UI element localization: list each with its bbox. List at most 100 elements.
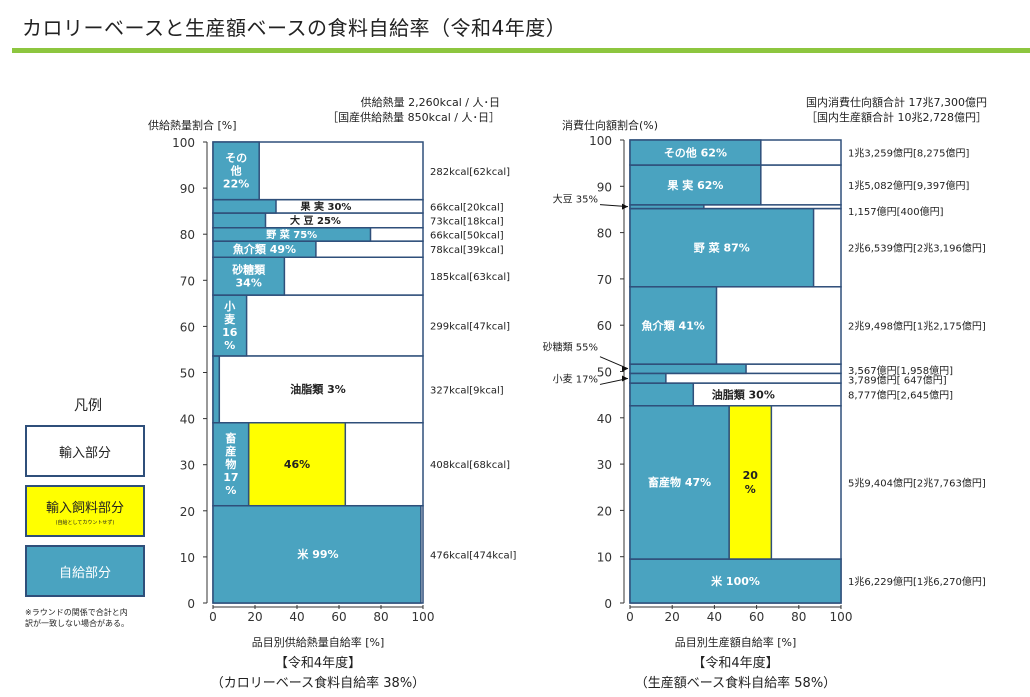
chart1-x-tick-label: 20 bbox=[247, 610, 262, 624]
legend-title: 凡例 bbox=[74, 398, 102, 414]
legend-feed-label: 輸入飼料部分 bbox=[45, 500, 124, 516]
chart2-bar-0-self bbox=[629, 558, 842, 604]
chart1-x-axis-label: 品目別供給熱量自給率 [%] bbox=[252, 635, 385, 649]
chart1-bar-9-label: その他 22% bbox=[223, 152, 249, 191]
chart1-y-tick-label: 100 bbox=[172, 136, 195, 150]
chart1-x-tick-label: 100 bbox=[412, 610, 435, 624]
chart1-bar-1-value: 408kcal[68kcal] bbox=[430, 460, 510, 471]
chart2-y-tick-label: 90 bbox=[597, 180, 612, 194]
chart2-header-domestic: ［国内生産額合計 10兆2,728億円］ bbox=[806, 110, 987, 124]
chart1-bar-4-value: 185kcal[63kcal] bbox=[430, 272, 510, 283]
legend-import: 輸入部分 bbox=[25, 425, 145, 477]
chart1-bar-6-value: 66kcal[50kcal] bbox=[430, 230, 504, 241]
chart2-bar-4-value: 3,567億円[1,958億円] bbox=[848, 364, 953, 377]
chart1-x-tick-label: 40 bbox=[289, 610, 304, 624]
chart2-x-tick-label: 60 bbox=[749, 610, 764, 624]
chart1-bar-4-self bbox=[212, 256, 286, 296]
chart1-bar-8-label: 果 実 30% bbox=[300, 200, 352, 213]
chart2-x-tick-label: 20 bbox=[665, 610, 680, 624]
chart2-bar-8-label: 果 実 62% bbox=[666, 178, 723, 192]
chart1-y-tick-label: 40 bbox=[180, 413, 195, 427]
chart2-callout-1: 砂糖類 55% bbox=[543, 341, 598, 354]
chart2-y-tick-label: 20 bbox=[597, 504, 612, 518]
chart2-header-total: 国内消費仕向額合計 17兆7,300億円 bbox=[806, 95, 987, 109]
chart1-bar-9-value: 282kcal[62kcal] bbox=[430, 167, 510, 178]
chart2-bar-9-label: その他 62% bbox=[664, 145, 727, 159]
chart2-bar-1-label: 畜産物 47% bbox=[648, 475, 711, 489]
chart2-bar-2-value: 8,777億円[2,645億円] bbox=[848, 388, 953, 401]
chart2-bar-5-label: 魚介類 41% bbox=[642, 318, 705, 332]
chart1-y-tick-label: 50 bbox=[180, 367, 195, 381]
chart1-bar-7-value: 73kcal[18kcal] bbox=[430, 216, 504, 227]
chart2-x-tick-label: 40 bbox=[707, 610, 722, 624]
chart2-bar-3-self bbox=[629, 372, 667, 384]
chart1-footer-rate: （カロリーベース食料自給率 38%） bbox=[211, 675, 425, 691]
chart1-y-tick-label: 30 bbox=[180, 459, 195, 473]
chart1-bar-5-value: 78kcal[39kcal] bbox=[430, 245, 504, 256]
chart1-bar-8-self bbox=[212, 198, 277, 214]
chart2-bar-2-label: 油脂類 30% bbox=[712, 387, 775, 401]
chart2-bar-4-self bbox=[629, 363, 747, 375]
chart1-y-tick-label: 70 bbox=[180, 274, 195, 288]
chart2-footer-year: 【令和4年度】 bbox=[692, 655, 778, 671]
chart2-bar-3-value: 3,789億円[ 647億円] bbox=[848, 373, 947, 386]
chart1-bar-2-import bbox=[212, 355, 424, 424]
chart2-y-tick-label: 100 bbox=[589, 134, 612, 148]
legend: 凡例 輸入部分 輸入飼料部分 (自給としてカウントせず) 自給部分 ※ラウンドの… bbox=[25, 395, 151, 629]
chart2-callout-arrow-1 bbox=[622, 365, 628, 372]
chart1-bar-7-self bbox=[212, 212, 267, 229]
title-divider bbox=[12, 48, 1030, 53]
chart1-y-axis-label: 供給熱量割合 [%] bbox=[148, 118, 237, 132]
legend-feed-sub: (自給としてカウントせず) bbox=[55, 519, 115, 526]
chart1-bar-7-label: 大 豆 25% bbox=[290, 214, 341, 227]
chart2-callout-2: 小麦 17% bbox=[553, 373, 598, 385]
legend-self: 自給部分 bbox=[25, 545, 145, 597]
chart2-bar-2-self bbox=[629, 382, 695, 407]
page-title: カロリーベースと生産額ベースの食料自給率（令和4年度） bbox=[22, 16, 567, 40]
chart2-bar-6-self bbox=[629, 207, 815, 288]
chart1-y-tick-label: 10 bbox=[180, 551, 195, 565]
chart1-bar-3-label: 小麦 16% bbox=[222, 299, 238, 352]
chart1-bar-0-label: 米 99% bbox=[296, 547, 338, 561]
chart2-x-axis-label: 品目別生産額自給率 [%] bbox=[675, 635, 797, 649]
chart1-bar-2-value: 327kcal[9kcal] bbox=[430, 385, 504, 396]
chart2-y-tick-label: 80 bbox=[597, 227, 612, 241]
chart1-bar-3-import bbox=[212, 294, 424, 357]
chart2-bar-0-label: 米 100% bbox=[710, 574, 760, 588]
chart1-bar-4-label: 砂糖類 34% bbox=[232, 263, 266, 290]
chart2-y-tick-label: 30 bbox=[597, 458, 612, 472]
chart2-bar-1-value: 5兆9,404億円[2兆7,763億円] bbox=[848, 476, 986, 489]
chart2-bar-6-label: 野 菜 87% bbox=[694, 240, 750, 254]
chart1-header-domestic: ［国産供給熱量 850kcal / 人･日］ bbox=[327, 110, 500, 124]
chart1-bar-0-value: 476kcal[474kcal] bbox=[430, 550, 516, 561]
chart1-bar-1-label: 畜産物 17% bbox=[223, 431, 238, 497]
chart1-bar-2-self bbox=[212, 355, 221, 424]
chart2-y-axis-label: 消費仕向額割合(%) bbox=[562, 118, 658, 132]
chart2-bar-1-feed bbox=[728, 405, 773, 560]
chart1-bar-3-self bbox=[212, 294, 248, 357]
chart2-bar-5-value: 2兆9,498億円[1兆2,175億円] bbox=[848, 319, 986, 332]
chart2-bar-1-feed-label: 20% bbox=[743, 469, 759, 496]
chart1-bar-3-value: 299kcal[47kcal] bbox=[430, 321, 510, 332]
chart2-y-tick-label: 0 bbox=[604, 597, 612, 611]
chart1-y-tick-label: 0 bbox=[187, 597, 195, 611]
chart1-bar-1-feed bbox=[247, 421, 347, 507]
chart1-bar-2-label: 油脂類 3% bbox=[290, 382, 346, 396]
chart2-y-tick-label: 70 bbox=[597, 273, 612, 287]
chart1-footer-year: 【令和4年度】 bbox=[275, 655, 361, 671]
chart1-y-tick-label: 60 bbox=[180, 320, 195, 334]
chart1-x-tick-label: 60 bbox=[331, 610, 346, 624]
chart2-bar-6-value: 2兆6,539億円[2兆3,196億円] bbox=[848, 242, 986, 255]
chart2-y-tick-label: 10 bbox=[597, 551, 612, 565]
chart2-bar-7-value: 1,157億円[400億円] bbox=[848, 205, 944, 218]
chart1-y-tick-label: 80 bbox=[180, 228, 195, 242]
legend-feed: 輸入飼料部分 (自給としてカウントせず) bbox=[25, 485, 145, 537]
chart2-x-tick-label: 100 bbox=[830, 610, 853, 624]
chart2-bar-0-value: 1兆6,229億円[1兆6,270億円] bbox=[848, 575, 986, 588]
chart2-y-tick-label: 50 bbox=[597, 366, 612, 380]
chart1-x-tick-label: 0 bbox=[209, 610, 217, 624]
chart2-y-tick-label: 40 bbox=[597, 412, 612, 426]
chart1-x-tick-label: 80 bbox=[373, 610, 388, 624]
chart2-callout-arrow-0 bbox=[622, 203, 628, 210]
chart2-bar-9-self bbox=[629, 139, 762, 166]
